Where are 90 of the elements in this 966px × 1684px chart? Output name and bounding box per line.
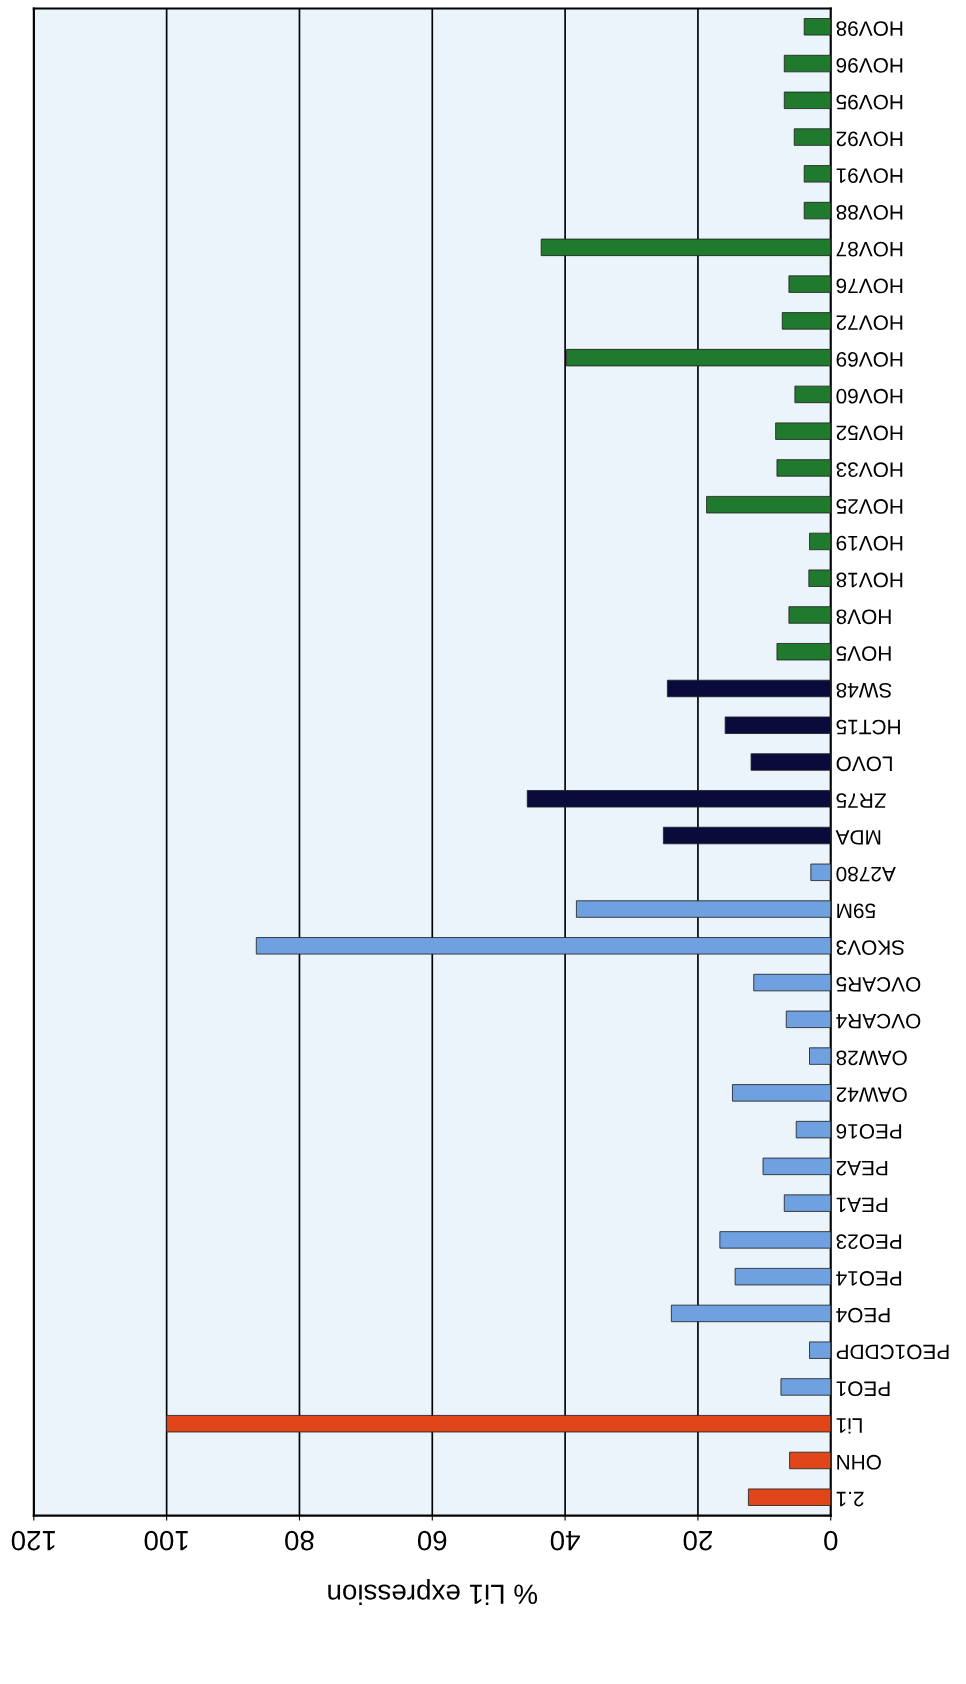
bar bbox=[526, 790, 831, 808]
y-tick-label: HOV72 bbox=[836, 315, 903, 331]
y-tick-label: HOV18 bbox=[836, 572, 903, 588]
x-tick-label: 0 bbox=[824, 1530, 838, 1551]
y-tick-label: HOV76 bbox=[836, 278, 903, 294]
bar bbox=[255, 937, 831, 955]
y-tick-label: OVCAR5 bbox=[836, 976, 921, 992]
bar bbox=[750, 753, 831, 771]
y-tick-label: MDA bbox=[835, 830, 881, 845]
bar bbox=[809, 1047, 831, 1065]
x-tick-label: 100 bbox=[144, 1530, 188, 1551]
bar bbox=[575, 900, 831, 918]
bar bbox=[803, 201, 831, 220]
y-tick-label: HOV95 bbox=[836, 94, 903, 110]
y-tick-label: HCT15 bbox=[836, 719, 900, 735]
bar bbox=[662, 826, 831, 845]
bar bbox=[789, 1451, 831, 1470]
y-tick-label: PEO14 bbox=[836, 1271, 902, 1286]
bar bbox=[775, 422, 831, 440]
bar bbox=[540, 238, 831, 257]
y-tick-label: HOV96 bbox=[836, 57, 903, 73]
y-tick-label: SW48 bbox=[836, 682, 892, 698]
y-tick-label: HOV52 bbox=[836, 425, 903, 441]
bar bbox=[166, 1415, 831, 1433]
y-tick-label: PEO1 bbox=[836, 1381, 890, 1397]
y-tick-label: HOV91 bbox=[836, 168, 903, 183]
y-tick-label: HOV92 bbox=[836, 131, 903, 147]
y-tick-label: PEA2 bbox=[836, 1160, 888, 1176]
bar bbox=[670, 1304, 831, 1323]
bar bbox=[724, 716, 831, 734]
bar bbox=[795, 1120, 831, 1139]
bar bbox=[803, 18, 831, 36]
x-tick-label: 60 bbox=[417, 1530, 447, 1551]
bar bbox=[783, 91, 831, 110]
bar bbox=[788, 275, 831, 293]
bar bbox=[808, 569, 831, 587]
y-tick-label: PEO1CDDP bbox=[836, 1344, 949, 1360]
bar bbox=[762, 1157, 831, 1176]
bar bbox=[719, 1231, 831, 1249]
bar bbox=[785, 1010, 831, 1029]
bar bbox=[783, 54, 831, 73]
y-tick-label: HOV60 bbox=[836, 388, 903, 404]
y-tick-label: OHN bbox=[837, 1454, 881, 1470]
bar bbox=[666, 679, 831, 698]
y-tick-label: PEA1 bbox=[836, 1197, 888, 1213]
y-tick-label: OAW28 bbox=[836, 1050, 907, 1066]
y-tick-label: 2.1 bbox=[836, 1491, 864, 1507]
y-tick-label: HOV69 bbox=[836, 352, 903, 367]
bar bbox=[783, 1194, 831, 1212]
y-tick-label: HOV5 bbox=[836, 646, 891, 661]
bar bbox=[706, 496, 831, 514]
x-tick-label: 20 bbox=[683, 1530, 712, 1551]
y-tick-label: A2780 bbox=[836, 866, 896, 882]
y-tick-label: LOVO bbox=[836, 756, 892, 772]
y-tick-label: ZR75 bbox=[836, 793, 886, 808]
y-tick-label: HOV88 bbox=[836, 205, 903, 220]
y-tick-label: HOV25 bbox=[836, 499, 903, 514]
bar bbox=[803, 165, 831, 183]
bar bbox=[809, 1341, 831, 1359]
y-tick-label: HOV8 bbox=[836, 609, 891, 625]
bar bbox=[566, 348, 831, 367]
y-tick-label: PEO4 bbox=[836, 1307, 890, 1323]
y-tick-label: OVCAR4 bbox=[836, 1013, 921, 1029]
x-tick-label: 80 bbox=[285, 1530, 314, 1551]
y-tick-label: OAW42 bbox=[836, 1087, 907, 1103]
y-tick-label: SKOV3 bbox=[836, 940, 905, 955]
bar bbox=[732, 1084, 831, 1102]
y-tick-label: Li1 bbox=[836, 1418, 862, 1434]
bar bbox=[753, 973, 831, 992]
y-tick-label: HOV19 bbox=[836, 535, 903, 551]
bar bbox=[810, 863, 831, 881]
y-tick-label: HOV98 bbox=[836, 21, 903, 36]
x-axis-title: % Li1 expression bbox=[328, 1578, 538, 1605]
bar bbox=[747, 1488, 831, 1506]
y-tick-label: PEO16 bbox=[836, 1124, 902, 1139]
y-tick-label: HOV33 bbox=[836, 462, 903, 478]
bar bbox=[794, 385, 831, 404]
bar bbox=[734, 1267, 831, 1286]
bar bbox=[780, 1378, 831, 1396]
x-tick-label: 40 bbox=[550, 1530, 580, 1551]
bar bbox=[788, 606, 831, 624]
y-tick-label: HOV87 bbox=[836, 241, 903, 257]
y-tick-label: 59M bbox=[837, 903, 876, 919]
y-tick-label: PEO23 bbox=[836, 1234, 902, 1250]
bar bbox=[793, 128, 831, 146]
bar bbox=[776, 643, 831, 661]
x-tick-label: 120 bbox=[11, 1530, 55, 1551]
bar bbox=[776, 459, 831, 477]
bar bbox=[781, 312, 831, 330]
bar bbox=[809, 532, 831, 551]
